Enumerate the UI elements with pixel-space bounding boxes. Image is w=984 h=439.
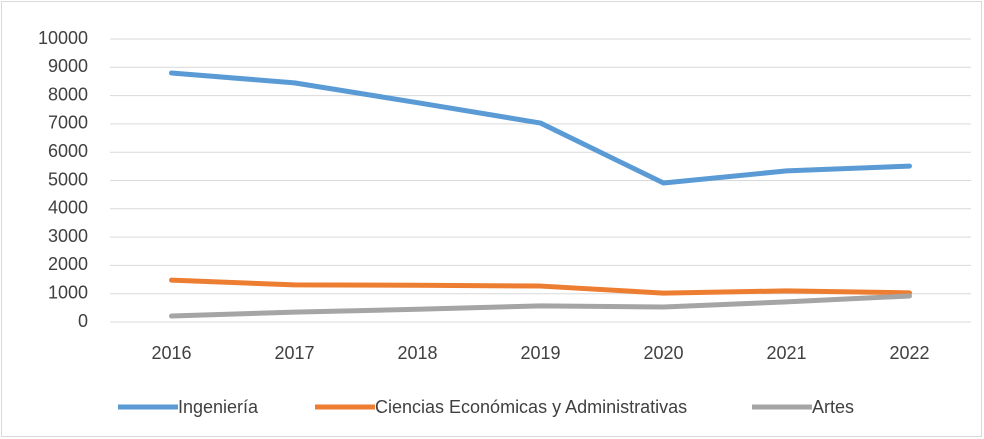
legend-label: Artes — [812, 397, 854, 417]
x-tick-label: 2017 — [274, 343, 314, 363]
legend-label: Ingeniería — [178, 397, 259, 417]
y-tick-label: 3000 — [48, 226, 88, 246]
y-tick-label: 6000 — [48, 141, 88, 161]
y-tick-label: 2000 — [48, 254, 88, 274]
y-tick-label: 10000 — [38, 28, 88, 48]
x-tick-label: 2016 — [151, 343, 191, 363]
series-line — [169, 277, 912, 296]
y-tick-label: 9000 — [48, 56, 88, 76]
y-tick-label: 0 — [78, 311, 88, 331]
x-tick-label: 2018 — [397, 343, 437, 363]
y-tick-label: 7000 — [48, 113, 88, 133]
legend-label: Ciencias Económicas y Administrativas — [375, 397, 687, 417]
x-tick-label: 2021 — [766, 343, 806, 363]
series-line — [169, 293, 912, 319]
y-tick-label: 5000 — [48, 169, 88, 189]
x-tick-label: 2022 — [889, 343, 929, 363]
series-line — [169, 70, 912, 186]
y-tick-label: 1000 — [48, 282, 88, 302]
y-tick-label: 4000 — [48, 198, 88, 218]
x-tick-label: 2019 — [520, 343, 560, 363]
x-tick-label: 2020 — [643, 343, 683, 363]
y-tick-label: 8000 — [48, 84, 88, 104]
